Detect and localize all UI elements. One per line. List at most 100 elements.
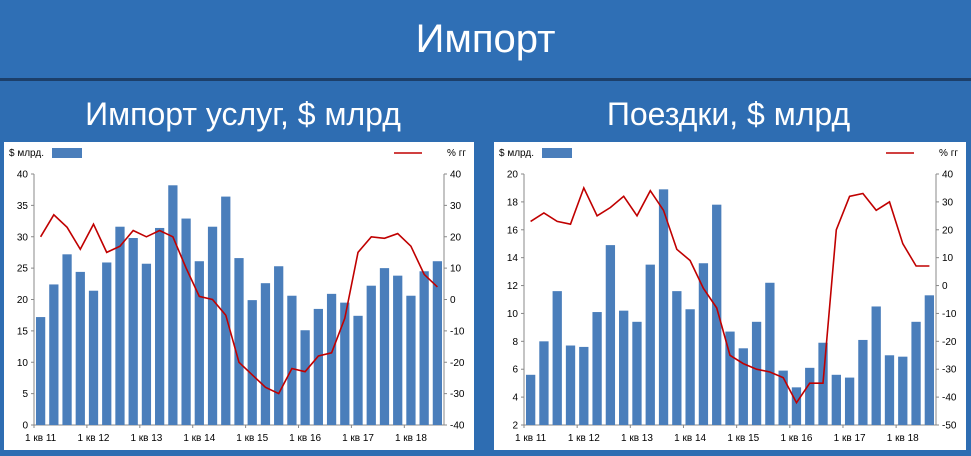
x-tick-label: 1 кв 11: [515, 433, 547, 444]
bar: [366, 285, 376, 425]
right-tick-label: -10: [942, 309, 957, 320]
x-tick-label: 1 кв 15: [727, 433, 759, 444]
right-tick-label: 30: [450, 201, 462, 212]
bar: [274, 266, 284, 425]
bar: [911, 321, 921, 425]
bar: [632, 321, 642, 425]
right-tick-label: -30: [450, 389, 465, 400]
x-tick-label: 1 кв 13: [130, 433, 162, 444]
bar: [685, 309, 695, 425]
bar: [393, 275, 403, 425]
bar: [340, 302, 350, 425]
x-tick-label: 1 кв 18: [887, 433, 919, 444]
bar: [207, 226, 218, 425]
page-title: Импорт: [415, 16, 556, 61]
bar: [115, 226, 125, 425]
bar: [831, 374, 841, 425]
bar: [128, 238, 138, 425]
right-tick-label: -20: [450, 358, 465, 369]
bar: [844, 377, 855, 425]
x-tick-label: 1 кв 12: [568, 433, 600, 444]
bar: [592, 312, 602, 425]
bar: [698, 263, 709, 425]
bar: [898, 356, 908, 425]
bar: [260, 283, 271, 425]
bar: [924, 295, 935, 425]
chart-travel: $ млрд. % гг 2 4 6 8 10 12 14 16 18 20 -50 -40 -30 -20 -…: [499, 148, 958, 444]
left-tick-label: 6: [512, 365, 518, 376]
x-tick-label: 1 кв 16: [289, 433, 321, 444]
chart-panel-services: $ млрд. % гг 0 5 10 15 20 25 30 35 40 -40 -30 -20 -10 0…: [4, 142, 474, 450]
right-tick-label: -40: [450, 421, 465, 432]
left-tick-label: 2: [512, 421, 518, 432]
bar: [658, 189, 669, 425]
chart-subtitle-travel: Поездки, $ млрд: [606, 96, 851, 132]
left-tick-label: 40: [17, 170, 29, 181]
bar: [778, 370, 788, 425]
bar: [141, 263, 152, 425]
right-tick-label: 30: [942, 197, 954, 208]
x-tick-label: 1 кв 14: [674, 433, 706, 444]
bar: [313, 308, 323, 425]
left-tick-label: 30: [17, 232, 29, 243]
right-tick-label: 40: [942, 170, 954, 181]
left-tick-label: 20: [507, 170, 519, 181]
bar: [75, 271, 85, 425]
x-tick-label: 1 кв 17: [834, 433, 866, 444]
x-tick-label: 1 кв 18: [395, 433, 427, 444]
legend-left-axis-label: $ млрд.: [9, 148, 44, 159]
bar: [35, 317, 46, 425]
bar: [88, 290, 99, 425]
bar: [738, 348, 748, 425]
right-tick-label: -20: [942, 337, 957, 348]
left-tick-label: 16: [507, 225, 519, 236]
bar: [326, 293, 337, 425]
right-tick-label: 20: [450, 232, 462, 243]
x-tick-label: 1 кв 11: [25, 433, 57, 444]
bar: [353, 315, 363, 425]
x-tick-label: 1 кв 17: [342, 433, 374, 444]
left-tick-label: 25: [17, 264, 29, 275]
bar: [765, 282, 775, 425]
chart-panel-travel: $ млрд. % гг 2 4 6 8 10 12 14 16 18 20 -50 -40 -30 -20 -…: [494, 142, 966, 450]
bar: [406, 295, 416, 425]
left-tick-label: 35: [17, 201, 29, 212]
right-tick-label: 10: [942, 253, 954, 264]
bar: [725, 331, 735, 425]
bar: [221, 196, 231, 425]
bar: [712, 204, 722, 425]
legend-bar-swatch: [52, 148, 82, 158]
right-tick-label: -40: [942, 393, 957, 404]
x-tick-label: 1 кв 15: [236, 433, 268, 444]
header-divider: [0, 78, 971, 81]
bar: [565, 345, 576, 425]
bar: [181, 218, 191, 425]
chart-services-import: $ млрд. % гг 0 5 10 15 20 25 30 35 40 -40 -30 -20 -10 0…: [9, 148, 466, 444]
yoy-line: [39, 213, 438, 395]
header-banner: Импорт: [0, 0, 971, 78]
left-tick-label: 0: [22, 421, 28, 432]
bar: [62, 254, 72, 425]
bar: [194, 261, 204, 425]
right-tick-label: -50: [942, 421, 957, 432]
right-tick-label: 20: [942, 225, 954, 236]
left-tick-label: 10: [17, 358, 29, 369]
bar: [552, 291, 562, 425]
legend-right-axis-label: % гг: [939, 148, 958, 159]
bar: [102, 262, 112, 425]
left-tick-label: 8: [512, 337, 518, 348]
left-tick-label: 20: [17, 295, 29, 306]
right-tick-label: 0: [450, 295, 456, 306]
bar: [300, 330, 310, 425]
left-tick-label: 10: [507, 309, 519, 320]
bar: [751, 321, 762, 425]
bar: [525, 374, 536, 425]
bar: [672, 291, 682, 425]
x-tick-label: 1 кв 16: [780, 433, 812, 444]
legend-bar-swatch: [542, 148, 572, 158]
legend-right-axis-label: % гг: [447, 148, 466, 159]
right-tick-label: -10: [450, 326, 465, 337]
bar: [234, 258, 244, 425]
left-tick-label: 12: [507, 281, 519, 292]
bar: [605, 245, 616, 425]
